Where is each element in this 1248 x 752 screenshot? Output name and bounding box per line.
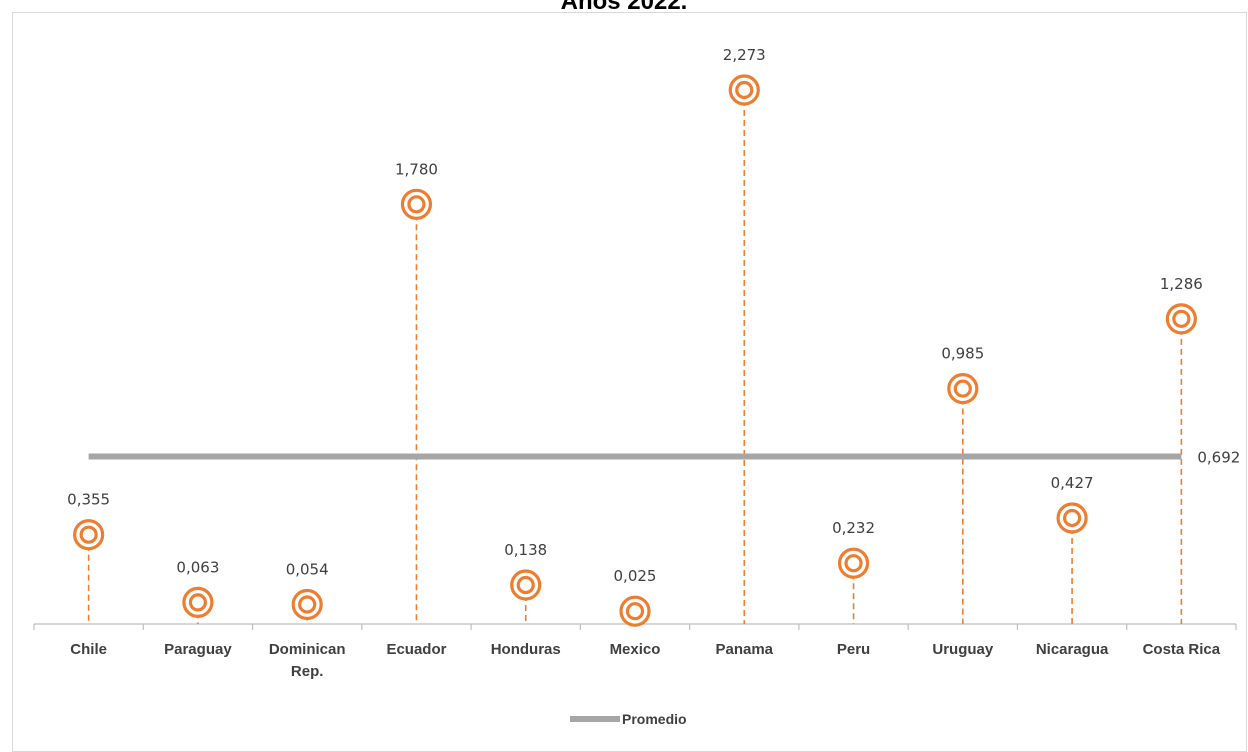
category-label-2: Rep. bbox=[291, 663, 324, 680]
marker-inner-4 bbox=[516, 575, 535, 595]
marker-inner-6 bbox=[735, 80, 754, 100]
category-label-8: Uruguay bbox=[932, 641, 994, 658]
category-label-5: Mexico bbox=[610, 641, 661, 658]
category-label-6: Panama bbox=[715, 641, 773, 658]
marker-inner-9 bbox=[1062, 508, 1082, 528]
category-label-3: Ecuador bbox=[386, 641, 446, 658]
value-label-4: 0,138 bbox=[504, 541, 547, 559]
value-label-1: 0,063 bbox=[176, 558, 219, 576]
value-label-0: 0,355 bbox=[67, 491, 110, 509]
marker-inner-7 bbox=[844, 554, 863, 573]
marker-inner-10 bbox=[1172, 309, 1191, 328]
category-label-7: Peru bbox=[837, 641, 870, 658]
category-label-10: Costa Rica bbox=[1143, 641, 1221, 658]
marker-inner-5 bbox=[625, 602, 645, 621]
category-label-0: Chile bbox=[70, 641, 107, 658]
value-label-3: 1,780 bbox=[395, 160, 438, 178]
marker-inner-3 bbox=[407, 195, 426, 214]
average-value-label: 0,692 bbox=[1197, 449, 1240, 467]
value-label-10: 1,286 bbox=[1160, 275, 1203, 293]
chart-title: Años 2022. bbox=[560, 0, 688, 15]
value-label-2: 0,054 bbox=[286, 560, 329, 578]
value-label-9: 0,427 bbox=[1051, 474, 1094, 492]
value-label-6: 2,273 bbox=[723, 46, 766, 64]
marker-inner-2 bbox=[298, 595, 317, 614]
value-label-5: 0,025 bbox=[614, 567, 657, 585]
category-label-9: Nicaragua bbox=[1036, 641, 1109, 658]
value-label-7: 0,232 bbox=[832, 519, 875, 537]
category-label-1: Paraguay bbox=[164, 641, 232, 658]
category-label-4: Honduras bbox=[491, 641, 561, 658]
marker-inner-1 bbox=[188, 593, 208, 612]
value-label-8: 0,985 bbox=[941, 345, 984, 363]
legend-label-promedio: Promedio bbox=[622, 711, 687, 727]
marker-inner-8 bbox=[953, 379, 972, 398]
marker-inner-0 bbox=[79, 525, 98, 544]
category-label-2: Dominican bbox=[269, 641, 346, 658]
